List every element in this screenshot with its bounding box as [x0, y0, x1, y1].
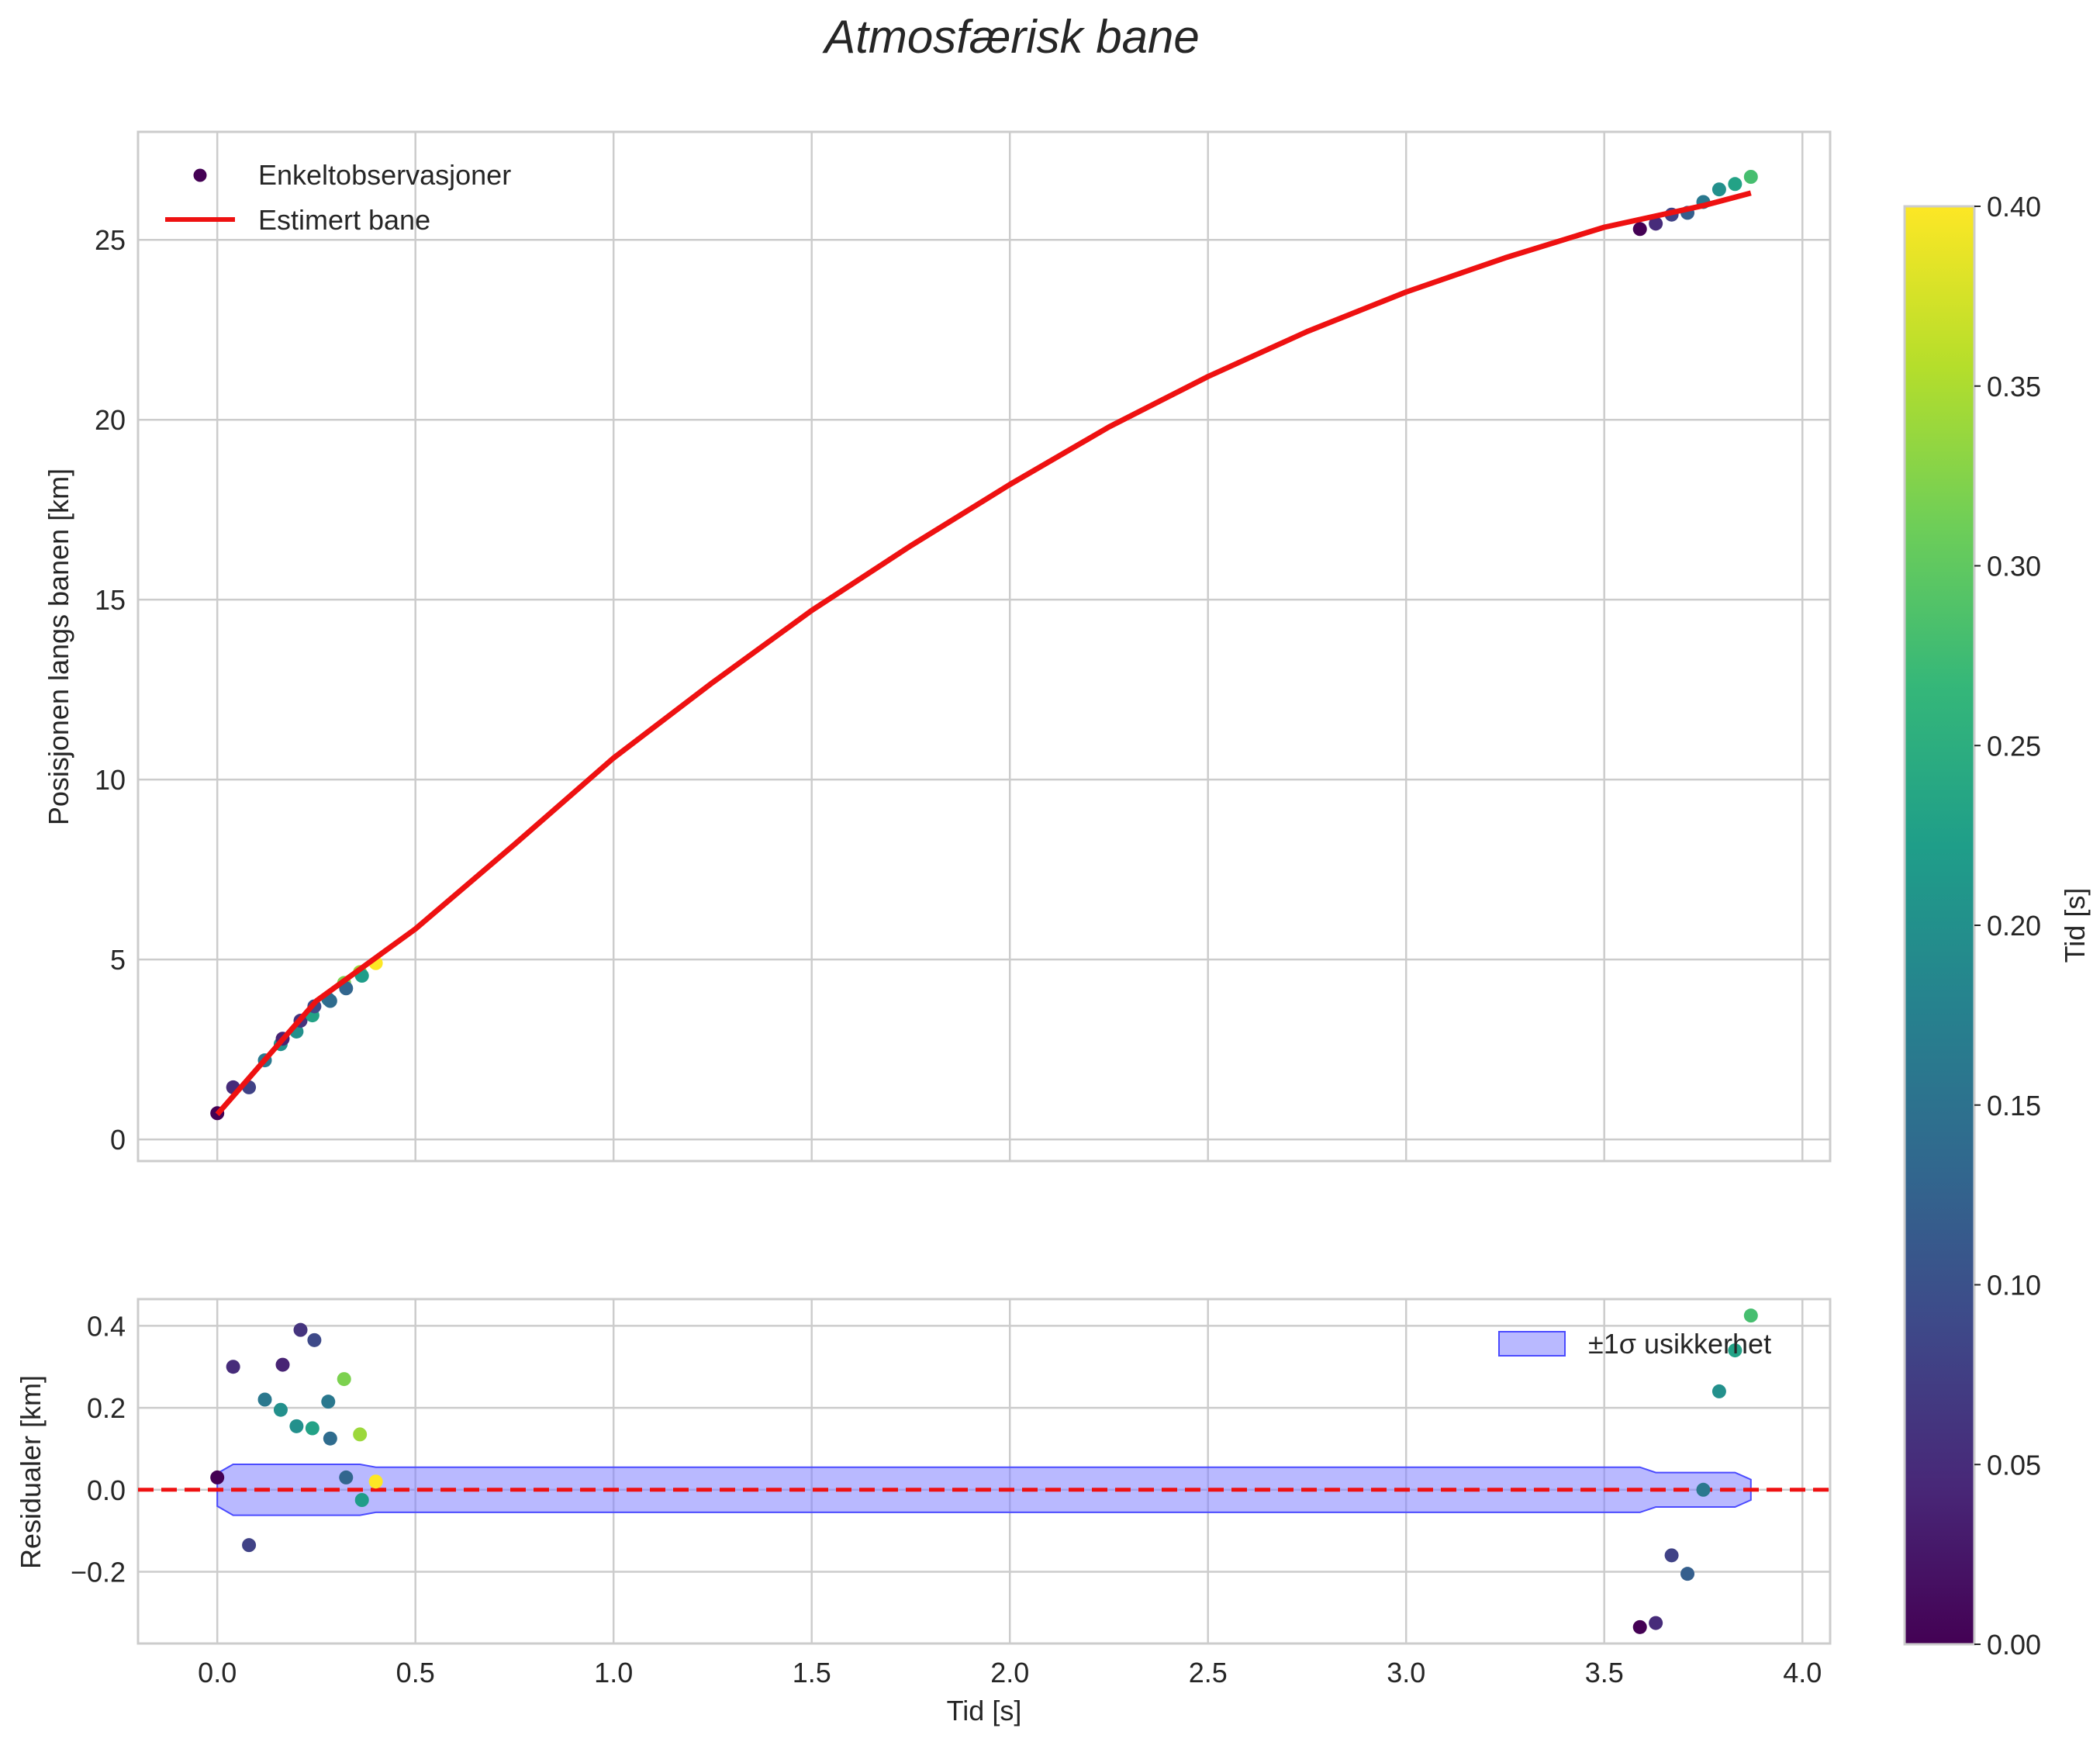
estimated-trajectory: [215, 190, 1752, 1117]
colorbar-tick-label: 0.30: [1987, 551, 2041, 582]
top-y-tick-label: 25: [95, 224, 126, 256]
residual-point: [339, 1470, 354, 1485]
top-legend: Enkeltobservasjoner Estimert bane: [165, 159, 511, 236]
top-plot-frame: [136, 130, 1832, 1163]
residual-point: [1664, 1548, 1679, 1563]
residual-point: [273, 1402, 288, 1417]
residual-point: [242, 1538, 257, 1553]
residual-point: [1696, 1482, 1711, 1497]
residual-point: [293, 1322, 308, 1337]
observation-point: [323, 994, 337, 1008]
estimated-trajectory-line: [215, 190, 1752, 1117]
bottom-y-tick-label: −0.2: [71, 1557, 126, 1588]
residual-point: [323, 1431, 337, 1446]
top-y-tick-label: 15: [95, 584, 126, 616]
colorbar-tick-label: 0.00: [1987, 1629, 2041, 1661]
residual-point: [1743, 1308, 1758, 1323]
top-y-tick-label: 0: [110, 1124, 126, 1156]
legend-scatter-marker: [193, 168, 207, 182]
x-tick-label: 0.5: [396, 1657, 435, 1688]
residual-point: [354, 1493, 369, 1507]
bottom-y-axis-label: Residualer [km]: [15, 1375, 47, 1569]
bottom-legend: ±1σ usikkerhet: [1498, 1328, 1771, 1360]
x-tick-label: 1.0: [594, 1657, 633, 1688]
x-tick-label: 4.0: [1783, 1657, 1822, 1688]
x-tick-label: 2.0: [990, 1657, 1029, 1688]
colorbar-ticks: 0.00 0.05 0.10 0.15 0.20 0.25 0.30 0.35 0.40: [1974, 191, 2041, 1661]
bottom-y-ticks: −0.2 0.0 0.2 0.4: [71, 1310, 126, 1588]
observation-point: [1632, 222, 1647, 237]
top-gridlines: [138, 132, 1830, 1161]
top-y-tick-label: 20: [95, 404, 126, 436]
residual-point: [1649, 1616, 1663, 1630]
colorbar-tick-label: 0.35: [1987, 371, 2041, 403]
x-axis-label: Tid [s]: [947, 1695, 1022, 1726]
residual-point: [226, 1360, 240, 1374]
bottom-y-tick-label: 0.4: [87, 1310, 126, 1342]
colorbar-tick-label: 0.25: [1987, 730, 2041, 762]
legend-line-label: Estimert bane: [258, 204, 430, 236]
colorbar-tick-label: 0.15: [1987, 1090, 2041, 1122]
residual-point: [337, 1372, 351, 1387]
residual-point: [257, 1392, 272, 1407]
colorbar-gradient: [1905, 206, 1974, 1644]
colorbar-tick-label: 0.10: [1987, 1270, 2041, 1301]
residual-point: [307, 1332, 322, 1347]
bottom-y-tick-label: 0.2: [87, 1392, 126, 1424]
residual-point: [1680, 1567, 1695, 1581]
colorbar-tick-label: 0.20: [1987, 910, 2041, 942]
x-tick-label: 1.5: [793, 1657, 831, 1688]
residual-point: [1632, 1619, 1647, 1634]
top-y-axis-label: Posisjonen langs banen [km]: [43, 468, 74, 825]
residual-point: [210, 1470, 225, 1485]
colorbar: 0.00 0.05 0.10 0.15 0.20 0.25 0.30 0.35 0.40 Tid…: [1903, 191, 2091, 1661]
residual-point: [289, 1419, 304, 1433]
residual-point: [1711, 1384, 1726, 1398]
residual-point: [368, 1474, 383, 1489]
top-y-tick-label: 5: [110, 944, 126, 976]
colorbar-tick-label: 0.05: [1987, 1449, 2041, 1481]
observation-point: [1743, 169, 1758, 184]
bottom-plot-panel: −0.2 0.0 0.2 0.4 0.0 0.5 1.0 1.5 2.0 2.5 3.0 3.5 4.…: [15, 1298, 1832, 1726]
residual-point: [321, 1395, 336, 1409]
residual-point: [1728, 1343, 1743, 1358]
colorbar-tick-label: 0.40: [1987, 191, 2041, 223]
residual-point: [275, 1357, 290, 1372]
residual-point: [353, 1427, 368, 1442]
x-tick-label: 2.5: [1189, 1657, 1228, 1688]
top-y-tick-label: 10: [95, 764, 126, 796]
x-tick-label: 3.5: [1585, 1657, 1624, 1688]
legend-scatter-label: Enkeltobservasjoner: [258, 159, 511, 191]
legend-band-label: ±1σ usikkerhet: [1588, 1328, 1771, 1360]
residual-point: [305, 1421, 319, 1436]
colorbar-label: Tid [s]: [2059, 888, 2091, 963]
top-plot-panel: 0 5 10 15 20 25 Posisjonen langs banen [km] E…: [43, 130, 1832, 1163]
observation-point: [1728, 177, 1743, 192]
top-y-ticks: 0 5 10 15 20 25: [95, 224, 126, 1156]
residual-points: [210, 1308, 1758, 1634]
observation-point: [1711, 182, 1726, 197]
x-tick-label: 3.0: [1387, 1657, 1425, 1688]
x-tick-label: 0.0: [198, 1657, 237, 1688]
bottom-x-ticks: 0.0 0.5 1.0 1.5 2.0 2.5 3.0 3.5 4.0: [198, 1657, 1822, 1688]
bottom-y-tick-label: 0.0: [87, 1474, 126, 1506]
legend-band-swatch: [1498, 1331, 1566, 1357]
observation-point: [1649, 216, 1663, 231]
chart-title: Atmosfærisk bane: [822, 11, 1200, 63]
